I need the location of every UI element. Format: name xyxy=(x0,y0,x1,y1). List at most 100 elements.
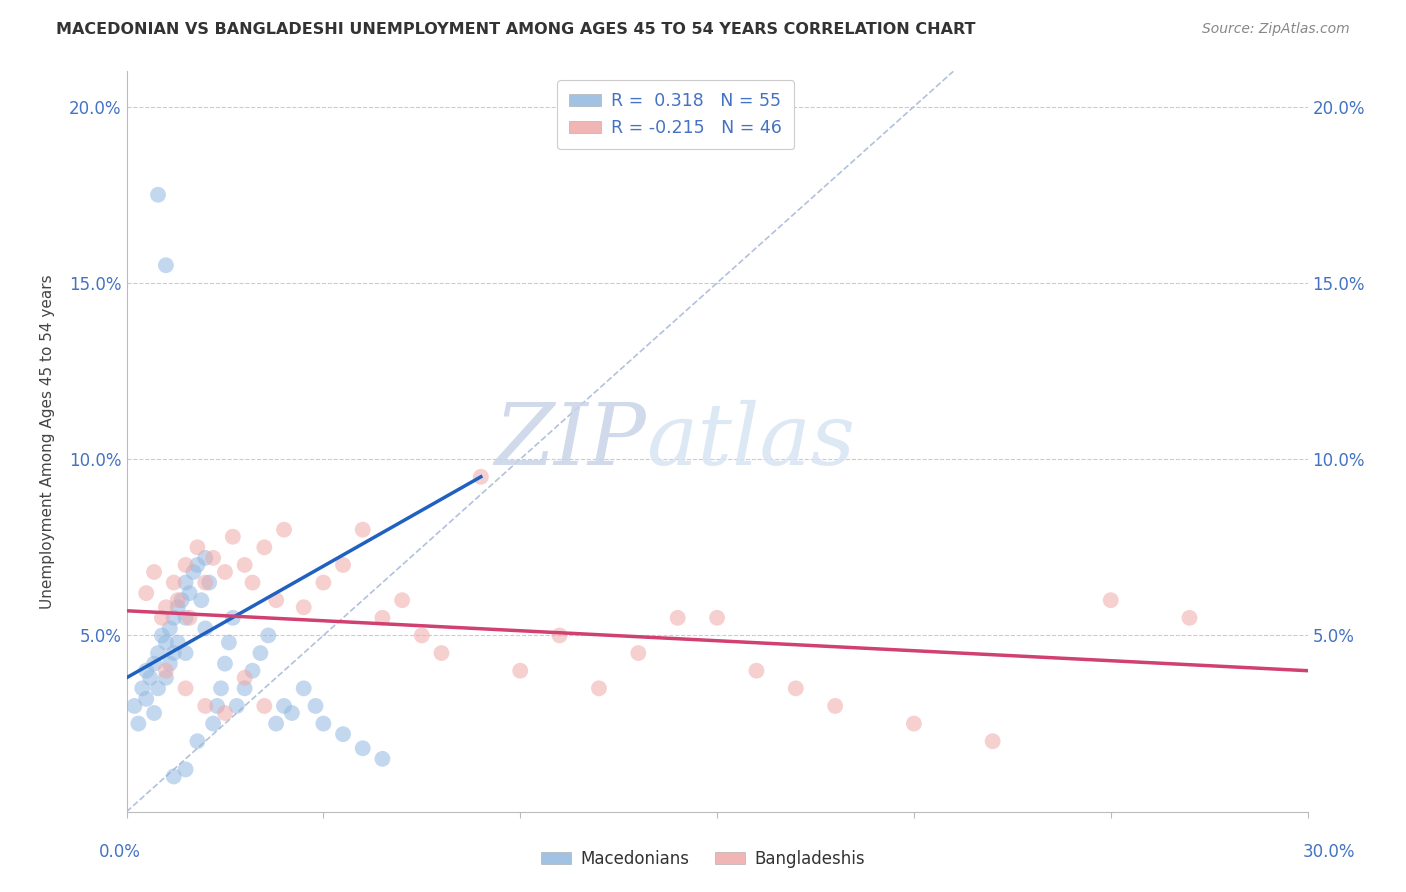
Point xyxy=(292,600,315,615)
Point xyxy=(214,706,236,720)
Point xyxy=(174,558,197,572)
Point xyxy=(135,692,157,706)
Point xyxy=(253,541,276,555)
Y-axis label: Unemployment Among Ages 45 to 54 years: Unemployment Among Ages 45 to 54 years xyxy=(41,274,55,609)
Point xyxy=(214,657,236,671)
Point xyxy=(163,769,186,783)
Point xyxy=(253,698,276,713)
Point xyxy=(242,575,264,590)
Point xyxy=(174,575,197,590)
Point xyxy=(202,716,225,731)
Point xyxy=(214,565,236,579)
Text: 30.0%: 30.0% xyxy=(1302,843,1355,861)
Point xyxy=(352,523,374,537)
Point xyxy=(150,628,173,642)
Point xyxy=(1099,593,1122,607)
Point xyxy=(371,611,394,625)
Text: Source: ZipAtlas.com: Source: ZipAtlas.com xyxy=(1202,22,1350,37)
Point xyxy=(391,593,413,607)
Point xyxy=(627,646,650,660)
Point xyxy=(179,586,201,600)
Text: 0.0%: 0.0% xyxy=(98,843,141,861)
Point xyxy=(257,628,280,642)
Point xyxy=(218,635,240,649)
Point xyxy=(155,258,177,272)
Point xyxy=(198,575,221,590)
Point xyxy=(470,470,492,484)
Point xyxy=(209,681,232,696)
Point xyxy=(352,741,374,756)
Point xyxy=(548,628,571,642)
Point xyxy=(143,657,166,671)
Point xyxy=(745,664,768,678)
Point xyxy=(166,600,188,615)
Point xyxy=(281,706,304,720)
Text: ZIP: ZIP xyxy=(495,401,647,483)
Point xyxy=(179,611,201,625)
Legend: Macedonians, Bangladeshis: Macedonians, Bangladeshis xyxy=(534,844,872,875)
Point xyxy=(332,558,354,572)
Point xyxy=(981,734,1004,748)
Point xyxy=(312,716,335,731)
Point xyxy=(304,698,326,713)
Point xyxy=(127,716,149,731)
Point xyxy=(186,558,208,572)
Point xyxy=(233,681,256,696)
Point xyxy=(183,565,205,579)
Point xyxy=(312,575,335,590)
Point xyxy=(509,664,531,678)
Point xyxy=(135,586,157,600)
Point xyxy=(174,646,197,660)
Point xyxy=(292,681,315,696)
Point xyxy=(146,187,169,202)
Point xyxy=(155,600,177,615)
Point xyxy=(706,611,728,625)
Point xyxy=(332,727,354,741)
Point xyxy=(903,716,925,731)
Point xyxy=(194,621,217,635)
Point xyxy=(194,698,217,713)
Point xyxy=(163,575,186,590)
Point xyxy=(139,671,162,685)
Point xyxy=(166,635,188,649)
Point xyxy=(143,706,166,720)
Point xyxy=(124,698,146,713)
Point xyxy=(155,671,177,685)
Point xyxy=(242,664,264,678)
Point xyxy=(233,558,256,572)
Point xyxy=(170,593,193,607)
Point xyxy=(159,621,181,635)
Point xyxy=(666,611,689,625)
Point xyxy=(135,664,157,678)
Point xyxy=(824,698,846,713)
Point xyxy=(194,575,217,590)
Point xyxy=(205,698,228,713)
Point xyxy=(430,646,453,660)
Point xyxy=(202,550,225,565)
Point xyxy=(150,611,173,625)
Point xyxy=(163,611,186,625)
Point xyxy=(166,593,188,607)
Point xyxy=(186,734,208,748)
Point xyxy=(371,752,394,766)
Point xyxy=(131,681,153,696)
Point xyxy=(222,611,245,625)
Point xyxy=(155,635,177,649)
Point xyxy=(143,565,166,579)
Point xyxy=(264,716,287,731)
Point xyxy=(273,698,295,713)
Point xyxy=(146,646,169,660)
Point xyxy=(174,763,197,777)
Point xyxy=(225,698,247,713)
Point xyxy=(155,664,177,678)
Point xyxy=(1178,611,1201,625)
Point xyxy=(159,657,181,671)
Point xyxy=(190,593,212,607)
Text: MACEDONIAN VS BANGLADESHI UNEMPLOYMENT AMONG AGES 45 TO 54 YEARS CORRELATION CHA: MACEDONIAN VS BANGLADESHI UNEMPLOYMENT A… xyxy=(56,22,976,37)
Point xyxy=(588,681,610,696)
Point xyxy=(163,646,186,660)
Point xyxy=(785,681,807,696)
Point xyxy=(273,523,295,537)
Point xyxy=(146,681,169,696)
Point xyxy=(174,611,197,625)
